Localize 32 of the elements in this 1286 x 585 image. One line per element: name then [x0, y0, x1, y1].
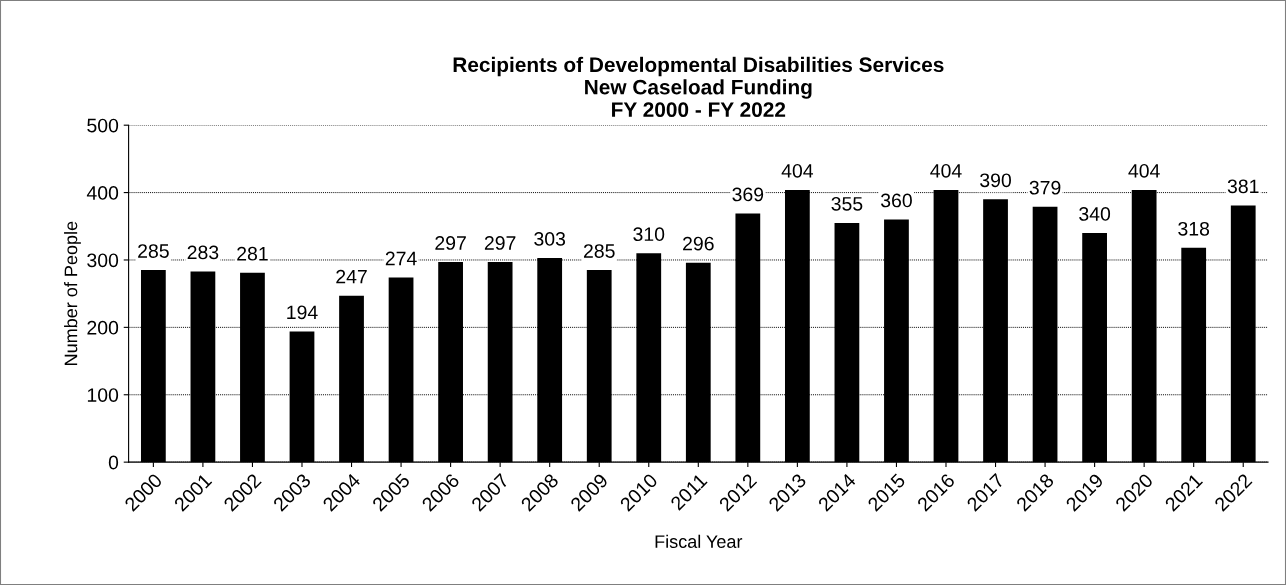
- y-tick-label: 0: [108, 455, 119, 470]
- data-label: 340: [1079, 207, 1111, 221]
- data-label: 379: [1029, 180, 1061, 195]
- data-label: 194: [287, 305, 318, 320]
- x-axis-title: Fiscal Year: [655, 534, 743, 548]
- data-label: 285: [583, 244, 615, 258]
- data-label: 283: [187, 245, 219, 260]
- data-label: 281: [237, 246, 268, 261]
- data-label: 381: [1227, 179, 1259, 194]
- y-tick-label: 300: [87, 253, 119, 268]
- data-label: 297: [484, 236, 516, 250]
- data-label: 390: [980, 173, 1011, 188]
- y-tick-label: 200: [87, 320, 119, 335]
- data-label: 369: [732, 187, 764, 202]
- chart-title: Recipients of Developmental Disabilities Services New Caseload Funding FY 2000 - FY 2022: [453, 56, 944, 118]
- data-label: 247: [336, 269, 367, 284]
- y-axis-title: Number of People: [64, 221, 81, 365]
- y-tick-label: 500: [87, 118, 119, 133]
- data-label: 404: [930, 163, 962, 178]
- data-label: 303: [534, 232, 566, 246]
- data-label: 296: [683, 236, 714, 251]
- data-label: 274: [385, 251, 417, 266]
- data-label: 310: [633, 227, 665, 242]
- data-label: 360: [880, 193, 912, 208]
- y-tick-label: 100: [87, 388, 119, 402]
- data-label: 285: [138, 244, 169, 258]
- y-tick-label: 400: [86, 186, 119, 200]
- data-label: 355: [831, 196, 863, 211]
- data-label: 404: [1128, 163, 1160, 178]
- data-label: 297: [435, 236, 466, 250]
- data-label: 318: [1178, 221, 1210, 236]
- data-label: 404: [781, 163, 814, 178]
